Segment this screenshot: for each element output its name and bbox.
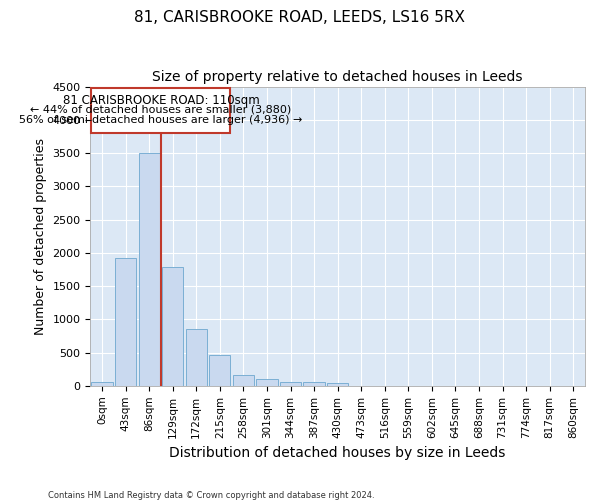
Text: 81 CARISBROOKE ROAD: 110sqm: 81 CARISBROOKE ROAD: 110sqm bbox=[62, 94, 259, 107]
Bar bbox=[162, 268, 184, 386]
Bar bbox=[115, 258, 136, 386]
Bar bbox=[304, 382, 325, 386]
Text: ← 44% of detached houses are smaller (3,880): ← 44% of detached houses are smaller (3,… bbox=[31, 104, 292, 115]
Text: 56% of semi-detached houses are larger (4,936) →: 56% of semi-detached houses are larger (… bbox=[19, 115, 302, 125]
Title: Size of property relative to detached houses in Leeds: Size of property relative to detached ho… bbox=[152, 70, 523, 84]
Bar bbox=[139, 153, 160, 386]
X-axis label: Distribution of detached houses by size in Leeds: Distribution of detached houses by size … bbox=[169, 446, 506, 460]
Text: 81, CARISBROOKE ROAD, LEEDS, LS16 5RX: 81, CARISBROOKE ROAD, LEEDS, LS16 5RX bbox=[134, 10, 466, 25]
Bar bbox=[280, 382, 301, 386]
Text: Contains HM Land Registry data © Crown copyright and database right 2024.: Contains HM Land Registry data © Crown c… bbox=[48, 490, 374, 500]
Bar bbox=[327, 383, 348, 386]
Bar bbox=[233, 374, 254, 386]
Bar bbox=[256, 379, 278, 386]
Bar bbox=[91, 382, 113, 386]
Bar bbox=[209, 355, 230, 386]
Y-axis label: Number of detached properties: Number of detached properties bbox=[34, 138, 47, 334]
FancyBboxPatch shape bbox=[91, 88, 230, 133]
Bar bbox=[185, 330, 207, 386]
